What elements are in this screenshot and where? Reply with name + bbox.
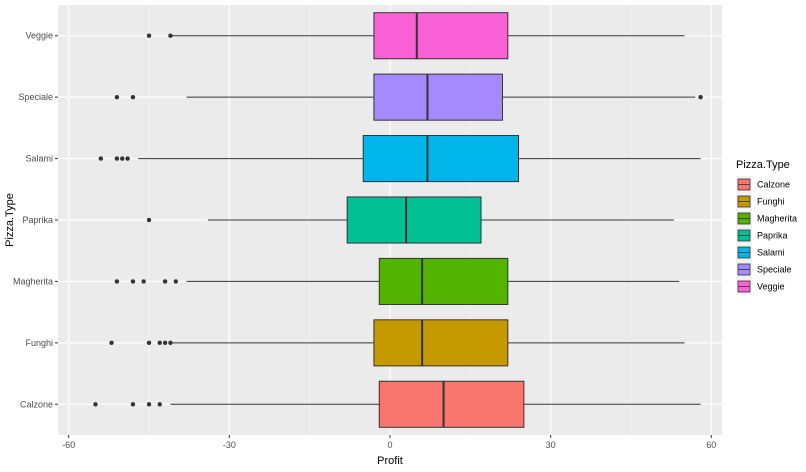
outlier-point [130, 402, 136, 407]
outlier-point [93, 402, 98, 407]
y-tick-label: Calzone [20, 399, 53, 409]
box-series [93, 12, 703, 428]
outlier-point [168, 33, 173, 38]
outlier-point [157, 340, 162, 346]
legend-item-magherita: Magherita [736, 210, 797, 227]
box-funghi [109, 319, 685, 367]
legend-item-salami: Salami [736, 244, 785, 261]
outlier-point [114, 94, 120, 100]
box-speciale [114, 73, 703, 121]
x-tick-label: -30 [223, 440, 236, 450]
outlier-point [146, 33, 152, 38]
box-paprika [146, 196, 674, 244]
outlier-point [114, 156, 120, 161]
outlier-point [162, 279, 168, 284]
box-veggie [146, 12, 685, 60]
x-tick-label: -60 [62, 440, 75, 450]
legend-label: Veggie [757, 282, 785, 292]
legend-label: Calzone [757, 180, 790, 190]
legend-item-veggie: Veggie [736, 278, 785, 295]
y-tick-label: Magherita [13, 276, 53, 286]
outlier-point [173, 279, 179, 284]
y-tick-label: Salami [25, 154, 53, 164]
legend-label: Paprika [757, 231, 788, 241]
box-salami [98, 135, 701, 183]
y-tick-label: Funghi [25, 338, 53, 348]
legend-item-calzone: Calzone [736, 176, 790, 193]
outlier-point [130, 94, 136, 100]
box-iqr [362, 135, 520, 183]
legend-label: Funghi [757, 197, 785, 207]
x-tick-label: 30 [546, 440, 556, 450]
legend: Pizza.Type Calzone Funghi Magherita Paprika… [736, 159, 797, 295]
box-iqr [346, 196, 482, 244]
outlier-point [98, 156, 104, 161]
box-iqr [378, 257, 509, 305]
legend-title: Pizza.Type [736, 159, 790, 171]
box-iqr [373, 319, 509, 367]
outlier-point [114, 279, 120, 284]
outlier-point [141, 279, 146, 284]
box-magherita [114, 257, 680, 305]
legend-item-speciale: Speciale [736, 261, 792, 278]
legend-label: Speciale [757, 265, 792, 275]
outlier-point [109, 340, 114, 346]
outlier-point [168, 340, 173, 346]
x-tick-label: 60 [706, 440, 716, 450]
outlier-point [146, 402, 152, 407]
outlier-point [162, 340, 168, 346]
y-axis-title: Pizza.Type [4, 193, 16, 247]
outlier-point [698, 94, 703, 100]
y-tick-label: Veggie [25, 31, 53, 41]
y-tick-label: Speciale [18, 92, 53, 102]
box-iqr [378, 380, 525, 428]
outlier-point [146, 340, 152, 346]
outlier-point [125, 156, 130, 161]
legend-item-funghi: Funghi [736, 193, 785, 210]
outlier-point [120, 156, 125, 161]
x-tick-label: 0 [387, 440, 392, 450]
outlier-point [130, 279, 136, 284]
box-iqr [373, 73, 503, 121]
y-tick-label: Paprika [22, 215, 53, 225]
outlier-point [157, 402, 162, 407]
legend-label: Magherita [757, 214, 797, 224]
legend-item-paprika: Paprika [736, 227, 788, 244]
axes: -60 -30 0 30 60 Calzone Funghi Magherita Paprika… [13, 31, 716, 450]
box-iqr [373, 12, 509, 60]
legend-label: Salami [757, 248, 785, 258]
outlier-point [146, 217, 152, 223]
x-axis-title: Profit [377, 455, 403, 467]
box-calzone [93, 380, 701, 428]
